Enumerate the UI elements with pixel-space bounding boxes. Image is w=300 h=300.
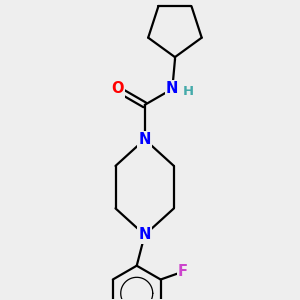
Text: H: H [183, 85, 194, 98]
Text: N: N [139, 227, 151, 242]
Text: N: N [139, 132, 151, 147]
Text: F: F [178, 264, 188, 279]
Text: N: N [166, 82, 178, 97]
Text: O: O [111, 82, 123, 97]
